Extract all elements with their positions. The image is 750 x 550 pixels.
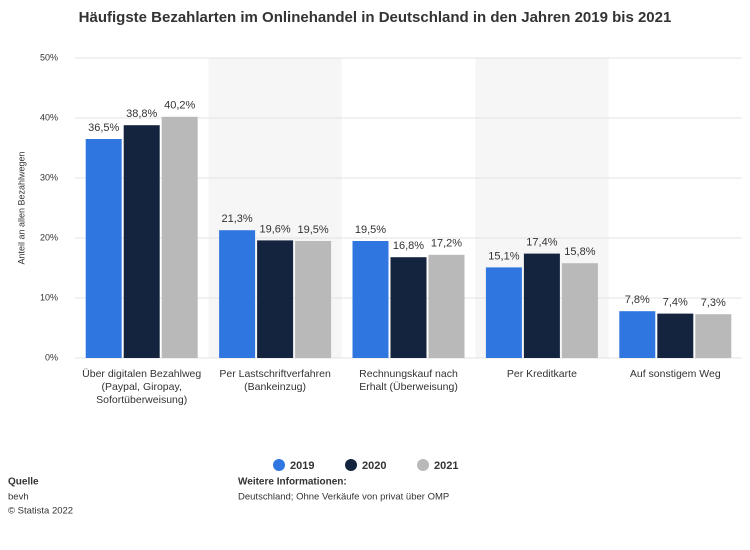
value-label: 38,8% <box>126 108 157 120</box>
y-tick-label: 30% <box>40 172 58 182</box>
bar <box>485 267 522 358</box>
info: Deutschland; Ohne Verkäufe von privat üb… <box>238 492 449 503</box>
y-tick-label: 0% <box>45 352 58 362</box>
y-tick-label: 50% <box>40 52 58 62</box>
bar <box>85 139 122 358</box>
bar <box>428 254 465 358</box>
legend-marker <box>273 459 285 471</box>
legend-marker <box>345 459 357 471</box>
legend-marker <box>417 459 429 471</box>
bar <box>561 263 598 358</box>
value-label: 16,8% <box>393 240 424 252</box>
bar <box>161 116 198 358</box>
y-tick-label: 20% <box>40 232 58 242</box>
x-tick-label: Per Kreditkarte <box>506 368 577 380</box>
value-label: 21,3% <box>221 213 252 225</box>
copyright: © Statista 2022 <box>8 506 73 517</box>
value-label: 19,5% <box>297 224 328 236</box>
value-label: 17,2% <box>431 238 462 250</box>
source-label: Quelle <box>8 477 39 488</box>
value-label: 15,8% <box>564 246 595 258</box>
x-tick-label: Per Lastschriftverfahren (Bankeinzug) <box>219 368 331 393</box>
value-label: 17,4% <box>526 237 557 249</box>
y-axis-label: Anteil an allen Bezahlwegen <box>16 151 26 264</box>
value-label: 19,5% <box>355 224 386 236</box>
info-label: Weitere Informationen: <box>238 477 347 488</box>
y-tick-label: 10% <box>40 292 58 302</box>
bar <box>619 311 656 358</box>
value-label: 7,4% <box>663 297 688 309</box>
value-label: 7,3% <box>701 297 726 309</box>
bar <box>219 230 256 358</box>
chart-title: Häufigste Bezahlarten im Onlinehandel in… <box>79 9 672 26</box>
value-label: 19,6% <box>259 223 290 235</box>
source: bevh <box>8 492 29 503</box>
bar <box>352 241 389 358</box>
x-tick-label: Auf sonstigem Weg <box>629 368 721 380</box>
legend-label: 2021 <box>434 460 458 472</box>
bar <box>657 313 694 358</box>
value-label: 36,5% <box>88 122 119 134</box>
bar <box>295 241 332 358</box>
x-tick-label: Über digitalen Bezahlweg (Paypal, Giropa… <box>82 368 202 406</box>
bar <box>695 314 732 358</box>
bar <box>523 253 560 358</box>
value-label: 7,8% <box>625 294 650 306</box>
value-label: 40,2% <box>164 100 195 112</box>
x-tick-label: Rechnungskauf nach Erhalt (Überweisung) <box>359 368 458 393</box>
bar <box>390 257 427 358</box>
y-tick-label: 40% <box>40 112 58 122</box>
legend-label: 2019 <box>290 460 314 472</box>
bar <box>123 125 160 358</box>
legend-label: 2020 <box>362 460 386 472</box>
value-label: 15,1% <box>488 250 519 262</box>
bar <box>257 240 294 358</box>
